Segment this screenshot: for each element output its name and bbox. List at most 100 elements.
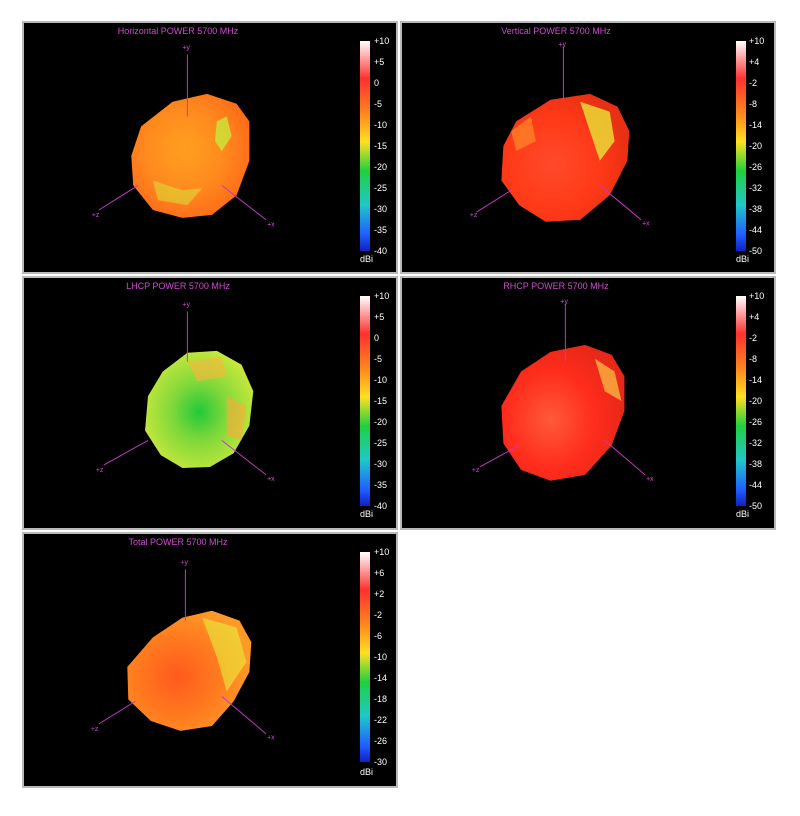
colorbar-tick-label: -32 [749, 438, 763, 448]
colorbar-tick-label: +4 [749, 312, 760, 322]
pattern-highlight [214, 116, 232, 151]
axis-label-y: +y [180, 560, 188, 567]
colorbar-tick-label: -8 [749, 354, 758, 364]
colorbar-tick-label: -14 [749, 120, 763, 130]
colorbar-tick-label: -20 [374, 417, 388, 427]
colorbar-tick-label: +10 [374, 547, 390, 557]
colorbar-tick-label: -20 [749, 141, 763, 151]
axis-label-z: +z [91, 726, 99, 733]
axis-label-x: +x [267, 476, 275, 483]
colorbar-ticks: +10 +4 -2 -8 -14 -20 -26 -32 -38 -44 -50 [749, 291, 774, 511]
colorbar-tick-label: -44 [749, 480, 763, 490]
colorbar-tick-label: -35 [374, 480, 388, 490]
axis-label-y: +y [182, 302, 190, 309]
colorbar-tick-label: -35 [374, 225, 388, 235]
colorbar-tick-label: -15 [374, 396, 388, 406]
axis-label-x: +x [646, 476, 654, 483]
pattern-highlight [187, 356, 227, 382]
pattern-surface [501, 93, 630, 222]
colorbar-tick-label: -40 [374, 501, 388, 511]
pattern-highlight [594, 358, 622, 402]
colorbar-tick-label: -18 [374, 694, 388, 704]
colorbar-tick-label: -32 [749, 183, 763, 193]
colorbar-tick-label: +10 [374, 291, 390, 301]
axis-x [221, 696, 267, 735]
colorbar-tick-label: -5 [374, 354, 383, 364]
colorbar-ticks: +10 +5 0 -5 -10 -15 -20 -25 -30 -35 -40 [374, 36, 396, 256]
colorbar-tick-label: -40 [374, 246, 388, 256]
axis-label-z: +z [92, 212, 100, 219]
axis-label-y: +y [182, 45, 190, 52]
radiation-plot-rhcp: +y +z +x [472, 299, 654, 483]
axis-x [604, 440, 646, 476]
colorbar-tick-label: +5 [374, 312, 385, 322]
pattern-surface [501, 344, 625, 481]
colorbar-tick-label: +10 [749, 291, 765, 301]
colorbar-tick-label: -30 [374, 204, 388, 214]
colorbar-tick-label: 0 [374, 78, 380, 88]
colorbar-tick-label: +10 [374, 36, 390, 46]
pattern-highlight [202, 617, 247, 692]
colorbar-ticks: +10 +5 0 -5 -10 -15 -20 -25 -30 -35 -40 [374, 291, 396, 511]
panel-total: +y +z +x Total POWER 5700 MHz +10 +6 +2 -2 -… [22, 532, 398, 788]
axis-label-x: +x [642, 221, 650, 228]
axis-z [98, 700, 136, 725]
panel-title: Horizontal POWER 5700 MHz [117, 26, 239, 36]
colorbar-tick-label: -14 [374, 673, 388, 683]
colorbar-tick-label: -20 [749, 396, 763, 406]
colorbar-tick-label: -50 [749, 246, 763, 256]
colorbar-ticks: +10 +6 +2 -2 -6 -10 -14 -18 -22 -26 -30 [374, 547, 396, 767]
colorbar [736, 41, 746, 251]
axis-x [221, 440, 267, 476]
colorbar-tick-label: +4 [749, 57, 760, 67]
colorbar-tick-label: -26 [749, 417, 763, 427]
colorbar-tick-label: -25 [374, 183, 388, 193]
colorbar-tick-label: -30 [374, 459, 388, 469]
colorbar-ticks: +10 +4 -2 -8 -14 -20 -26 -32 -38 -44 -50 [749, 36, 774, 256]
colorbar-tick-label: -2 [749, 78, 758, 88]
colorbar [360, 552, 370, 762]
colorbar-tick-label: -38 [749, 459, 763, 469]
colorbar-tick-label: -2 [749, 333, 758, 343]
colorbar-tick-label: +6 [374, 568, 385, 578]
axis-z [479, 444, 520, 468]
panel-title: Vertical POWER 5700 MHz [501, 26, 611, 36]
panel-vertical: +y +z +x Vertical POWER 5700 MHz +10 +4 -2… [400, 21, 776, 274]
panel-title: RHCP POWER 5700 MHz [503, 281, 609, 291]
colorbar-tick-label: -15 [374, 141, 388, 151]
radiation-plot-horizontal: +y +z +x [92, 45, 275, 229]
radiation-plot-lhcp: +y +z +x [96, 302, 275, 483]
colorbar [360, 41, 370, 251]
colorbar-tick-label: 0 [374, 333, 380, 343]
colorbar [736, 296, 746, 506]
colorbar [360, 296, 370, 506]
axis-label-z: +z [472, 467, 480, 474]
colorbar-tick-label: -50 [749, 501, 763, 511]
pattern-surface [145, 350, 254, 468]
colorbar-tick-label: -2 [374, 610, 383, 620]
axis-z [476, 189, 512, 213]
colorbar-unit: dBi [736, 254, 750, 264]
colorbar-tick-label: -22 [374, 715, 388, 725]
colorbar-tick-label: -8 [749, 99, 758, 109]
colorbar-tick-label: -10 [374, 652, 388, 662]
axis-x [221, 185, 267, 221]
axis-z [103, 439, 149, 466]
colorbar-unit: dBi [736, 509, 750, 519]
axis-label-z: +z [96, 467, 104, 474]
colorbar-tick-label: +10 [749, 36, 765, 46]
pattern-highlight [580, 101, 615, 161]
colorbar-unit: dBi [360, 254, 374, 264]
axis-label-y: +y [560, 299, 568, 306]
axis-z [98, 184, 139, 211]
colorbar-tick-label: -44 [749, 225, 763, 235]
colorbar-unit: dBi [360, 509, 374, 519]
colorbar-tick-label: -14 [749, 375, 763, 385]
colorbar-tick-label: -38 [749, 204, 763, 214]
colorbar-tick-label: -26 [749, 162, 763, 172]
axis-label-x: +x [267, 735, 275, 742]
panel-title: Total POWER 5700 MHz [128, 537, 228, 547]
colorbar-unit: dBi [360, 767, 374, 777]
panel-lhcp: +y +z +x LHCP POWER 5700 MHz +10 +5 0 -5 -10… [22, 276, 398, 530]
colorbar-tick-label: -10 [374, 120, 388, 130]
